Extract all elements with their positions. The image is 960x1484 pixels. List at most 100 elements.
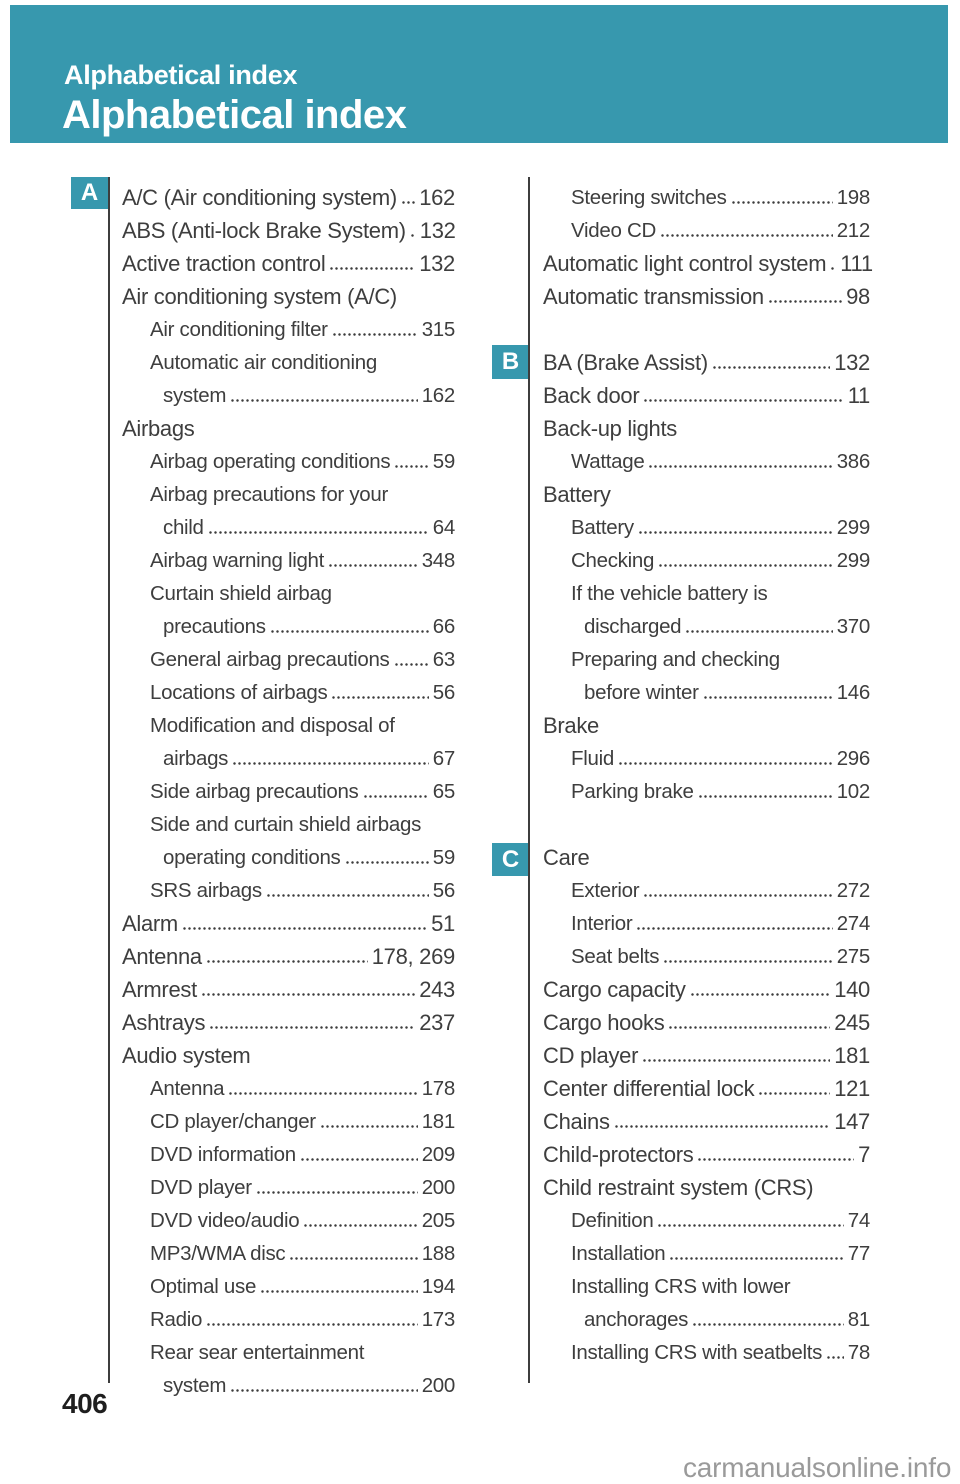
index-entry: Airbag precautions for your — [122, 473, 455, 506]
entry-text: DVD player — [150, 1176, 252, 1200]
entry-page-number: 272 — [836, 879, 871, 903]
entry-page-number: 67 — [432, 747, 456, 771]
index-entry: Battery — [543, 473, 870, 506]
index-entry: Child restraint system (CRS) — [543, 1166, 870, 1199]
index-entry: Side and curtain shield airbags — [122, 803, 455, 836]
index-entry: Cargo hooks 245 — [543, 1001, 870, 1034]
entry-text: Child restraint system (CRS) — [543, 1174, 814, 1200]
entry-text: Video CD — [571, 219, 656, 243]
entry-page-number: 178 — [421, 1077, 456, 1101]
dot-leader — [648, 465, 833, 468]
entry-page-number: 348 — [421, 549, 456, 573]
entry-text: Air conditioning system (A/C) — [122, 283, 397, 309]
entry-text: Audio system — [122, 1042, 251, 1068]
index-entry: CD player 181 — [543, 1034, 870, 1067]
entry-text: operating conditions — [163, 846, 341, 870]
index-entry: Modification and disposal of — [122, 704, 455, 737]
dot-leader — [269, 630, 429, 633]
index-entry: Installation 77 — [543, 1232, 870, 1265]
dot-leader — [400, 201, 416, 204]
dot-leader — [394, 465, 429, 468]
entry-text: Airbag precautions for your — [150, 483, 389, 507]
entry-text: Air conditioning filter — [150, 318, 328, 342]
dot-leader — [260, 1290, 418, 1293]
entry-page-number: 162 — [421, 384, 456, 408]
dot-leader — [331, 696, 429, 699]
index-entry: operating conditions 59 — [122, 836, 455, 869]
entry-text: If the vehicle battery is — [571, 582, 768, 606]
header-eyebrow: Alphabetical index — [64, 60, 298, 90]
entry-text: CD player/changer — [150, 1110, 316, 1134]
entry-page-number: 63 — [432, 648, 456, 672]
dot-leader — [697, 1158, 855, 1161]
entry-text: Battery — [571, 516, 634, 540]
dot-leader — [393, 663, 429, 666]
index-entry: Child-protectors 7 — [543, 1133, 870, 1166]
dot-leader — [362, 795, 429, 798]
dot-leader — [685, 630, 833, 633]
dot-leader — [319, 1125, 418, 1128]
index-entry: system 200 — [122, 1364, 455, 1397]
entry-text: Installation — [571, 1242, 666, 1266]
entry-text: Radio — [150, 1308, 203, 1332]
index-entry: DVD information 209 — [122, 1133, 455, 1166]
entry-text: Active traction control — [122, 250, 326, 276]
entry-text: Alarm — [122, 910, 178, 936]
entry-page-number: 121 — [834, 1075, 870, 1101]
entry-page-number: 102 — [836, 780, 871, 804]
dot-leader — [209, 1026, 416, 1029]
index-entry: DVD video/audio 205 — [122, 1199, 455, 1232]
entry-page-number: 275 — [836, 945, 871, 969]
index-entry: Rear sear entertainment — [122, 1331, 455, 1364]
index-entry: Airbag warning light 348 — [122, 539, 455, 572]
entry-text: precautions — [163, 615, 266, 639]
dot-leader — [206, 1323, 418, 1326]
dot-leader — [689, 993, 831, 996]
page-title: Alphabetical index — [62, 93, 407, 137]
index-entry: MP3/WMA disc 188 — [122, 1232, 455, 1265]
entry-text: Child-protectors — [543, 1141, 694, 1167]
dot-leader — [643, 399, 844, 402]
entry-text: Antenna — [122, 943, 202, 969]
entry-text: Cargo hooks — [543, 1009, 665, 1035]
entry-text: Installing CRS with lower — [571, 1275, 791, 1299]
dot-leader — [344, 861, 429, 864]
index-entry: CD player/changer 181 — [122, 1100, 455, 1133]
index-entry: If the vehicle battery is — [543, 572, 870, 605]
dot-leader — [767, 300, 843, 303]
entry-text: Installing CRS with seatbelts — [571, 1341, 823, 1365]
index-entry: Active traction control 132 — [122, 242, 455, 275]
entry-page-number: 237 — [419, 1009, 455, 1035]
index-entry: Back-up lights — [543, 407, 870, 440]
entry-text: Wattage — [571, 450, 645, 474]
index-entry: Preparing and checking — [543, 638, 870, 671]
entry-text: child — [163, 516, 204, 540]
entry-page-number: 77 — [847, 1242, 871, 1266]
entry-page-number: 274 — [836, 912, 871, 936]
entry-page-number: 162 — [419, 184, 455, 210]
dot-leader — [329, 267, 416, 270]
entry-text: Side airbag precautions — [150, 780, 359, 804]
entry-text: CD player — [543, 1042, 639, 1068]
index-entry: Installing CRS with seatbelts 78 — [543, 1331, 870, 1364]
entry-page-number: 81 — [847, 1308, 871, 1332]
index-entry: Automatic air conditioning — [122, 341, 455, 374]
entry-page-number: 205 — [421, 1209, 456, 1233]
index-entry: Alarm 51 — [122, 902, 455, 935]
entry-text: system — [163, 384, 227, 408]
watermark: carmanualsonline.info — [683, 1452, 952, 1483]
index-entry: child 64 — [122, 506, 455, 539]
dot-leader — [668, 1026, 831, 1029]
dot-leader — [255, 1191, 418, 1194]
dot-leader — [642, 1059, 831, 1062]
entry-text: Antenna — [150, 1077, 225, 1101]
dot-leader — [657, 1224, 844, 1227]
dot-leader — [636, 927, 833, 930]
entry-text: Preparing and checking — [571, 648, 780, 672]
dot-leader — [299, 1158, 418, 1161]
entry-text: Seat belts — [571, 945, 660, 969]
dot-leader — [328, 564, 418, 567]
index-entry: Ashtrays 237 — [122, 1001, 455, 1034]
dot-leader — [200, 993, 416, 996]
index-entry: Seat belts 275 — [543, 935, 870, 968]
